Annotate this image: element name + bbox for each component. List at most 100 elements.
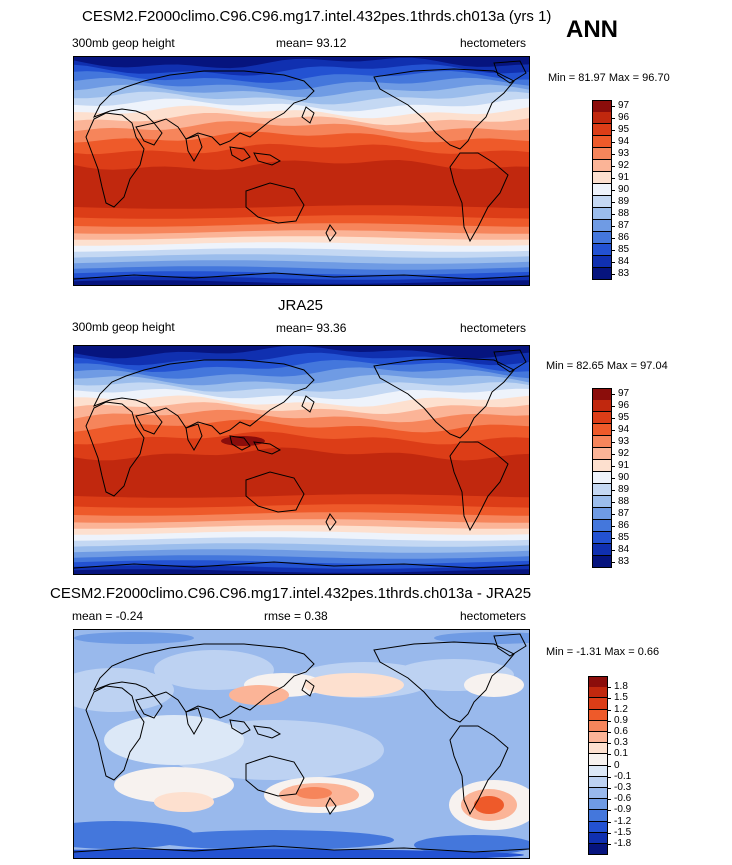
coastline-path [245, 755, 305, 797]
colorbar-swatch [588, 765, 608, 777]
coastline-path [135, 695, 163, 719]
contour-blob [74, 632, 194, 644]
coastline-path [229, 719, 251, 735]
colorbar-swatch [592, 448, 612, 460]
colorbar-label: 97 [618, 100, 630, 111]
coastline-path [301, 106, 315, 124]
colorbar-label: 89 [618, 484, 630, 495]
coastline-path [185, 423, 203, 451]
coastline-path [245, 182, 305, 224]
colorbar-tick [612, 262, 615, 263]
colorbar-tick [612, 190, 615, 191]
coastline-path [301, 679, 315, 697]
colorbar-tick [608, 788, 611, 789]
colorbar-tick [612, 166, 615, 167]
colorbar-label: 0.3 [614, 737, 628, 749]
colorbar-tick [612, 214, 615, 215]
coastline-path [185, 707, 203, 735]
panel-1-minmax: Min = 81.97 Max = 96.70 [548, 72, 670, 84]
colorbar-label: 1.5 [614, 692, 628, 704]
contour-blob [464, 673, 524, 697]
colorbar-label: 91 [618, 172, 630, 183]
colorbar-label: 84 [618, 256, 630, 267]
colorbar-swatch [588, 810, 608, 822]
coastline-path [185, 134, 203, 162]
colorbar-label: 1.2 [614, 703, 628, 715]
panel-1-units: hectometers [460, 36, 527, 50]
colorbar-swatch [592, 472, 612, 484]
colorbar-tick [608, 810, 611, 812]
colorbar-label: 93 [618, 148, 630, 159]
colorbar-swatch [588, 743, 608, 755]
colorbar-tick [608, 799, 611, 801]
colorbar-label: 85 [618, 244, 630, 255]
colorbar-label: 93 [618, 436, 630, 447]
colorbar-label: 87 [618, 508, 630, 519]
colorbar-label: 97 [618, 388, 630, 399]
colorbar-swatch [592, 496, 612, 508]
colorbar-label: 94 [618, 136, 630, 147]
colorbar-swatch [588, 698, 608, 710]
colorbar-label: 92 [618, 448, 630, 459]
colorbar-tick [612, 154, 615, 155]
colorbar-label: -0.6 [614, 793, 632, 805]
colorbar-swatch [592, 532, 612, 544]
contour-band [74, 569, 529, 574]
colorbar-swatch [588, 821, 608, 833]
colorbar-tick [612, 106, 615, 107]
colorbar-tick [608, 765, 611, 767]
colorbar-swatch [588, 709, 608, 721]
colorbar-tick [612, 238, 615, 239]
colorbar-label: 85 [618, 532, 630, 543]
coastline-path [74, 561, 529, 569]
contour-blob [154, 792, 214, 812]
coastline-path [85, 685, 145, 781]
colorbar-swatch [588, 732, 608, 744]
colorbar-swatch [592, 220, 612, 232]
coastline-path [74, 845, 529, 853]
contour-blob [154, 650, 274, 690]
coastline-path [325, 513, 337, 531]
panel-2-map [73, 345, 530, 575]
panel-2-minmax: Min = 82.65 Max = 97.04 [546, 360, 668, 372]
colorbar-tick [608, 844, 611, 845]
colorbar-label: 83 [618, 556, 630, 567]
colorbar-tick [608, 776, 611, 778]
colorbar-tick [612, 142, 615, 143]
coastline-path [325, 224, 337, 242]
coastline-path [253, 152, 282, 166]
panel-2-mean: mean= 93.36 [276, 321, 347, 335]
colorbar-tick [612, 406, 615, 407]
colorbar-tick [612, 202, 615, 203]
colorbar-swatch [592, 244, 612, 256]
colorbar-swatch [592, 148, 612, 160]
colorbar-tick [612, 226, 615, 227]
colorbar-tick [612, 250, 615, 251]
contour-blob [304, 673, 404, 697]
coastline-path [373, 68, 515, 150]
colorbar-tick [612, 178, 615, 179]
colorbar-swatch [588, 720, 608, 732]
colorbar-swatch [592, 196, 612, 208]
coastline-path [449, 152, 509, 243]
coastlines [74, 633, 529, 853]
coastline-path [135, 122, 163, 146]
coastline-path [245, 471, 305, 513]
coastline-path [301, 395, 315, 413]
colorbar-label: 83 [618, 268, 630, 279]
colorbar-swatch [592, 424, 612, 436]
colorbar-tick [608, 687, 611, 689]
colorbar-swatch [592, 436, 612, 448]
colorbar-tick [612, 466, 615, 467]
colorbar-tick [612, 394, 615, 395]
coastline-path [373, 641, 515, 723]
colorbar-label: 0.1 [614, 748, 628, 760]
panel-2-title: JRA25 [278, 297, 324, 314]
colorbar-swatch [592, 184, 612, 196]
season-label: ANN [566, 16, 618, 43]
colorbar-label: 94 [618, 424, 630, 435]
colorbar-swatch [592, 556, 612, 568]
panel-1-variable: 300mb geop height [72, 36, 175, 50]
colorbar-tick [608, 754, 611, 756]
colorbar-label: 86 [618, 520, 630, 531]
